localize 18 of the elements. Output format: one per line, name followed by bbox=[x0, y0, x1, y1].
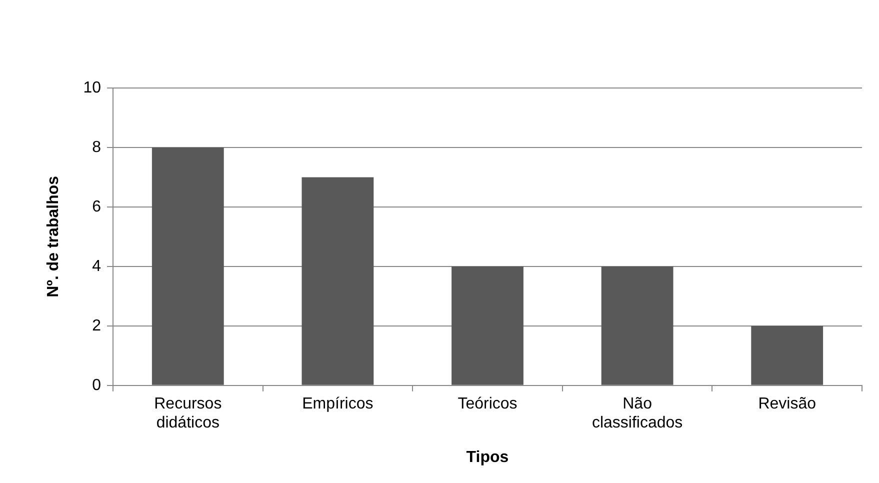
bar bbox=[152, 147, 224, 385]
x-tick-label: Não classificados bbox=[592, 395, 683, 432]
y-tick-label: 0 bbox=[92, 376, 102, 394]
x-tick-label: Recursos didáticos bbox=[154, 395, 222, 432]
y-tick-label: 2 bbox=[92, 317, 102, 334]
y-axis-title: Nº. de trabalhos bbox=[45, 176, 62, 298]
x-tick-label: Teóricos bbox=[458, 395, 518, 412]
y-tick-label: 4 bbox=[92, 258, 102, 275]
bar bbox=[302, 177, 374, 385]
y-tick-label: 6 bbox=[92, 198, 102, 216]
bar bbox=[452, 266, 524, 385]
bar bbox=[601, 266, 674, 385]
y-tick-label: 10 bbox=[83, 79, 102, 96]
x-axis-title: Tipos bbox=[466, 448, 509, 466]
bar bbox=[751, 326, 824, 385]
x-tick-label: Revisão bbox=[758, 395, 816, 412]
y-tick-label: 8 bbox=[92, 138, 102, 156]
x-tick-label: Empíricos bbox=[302, 395, 374, 412]
